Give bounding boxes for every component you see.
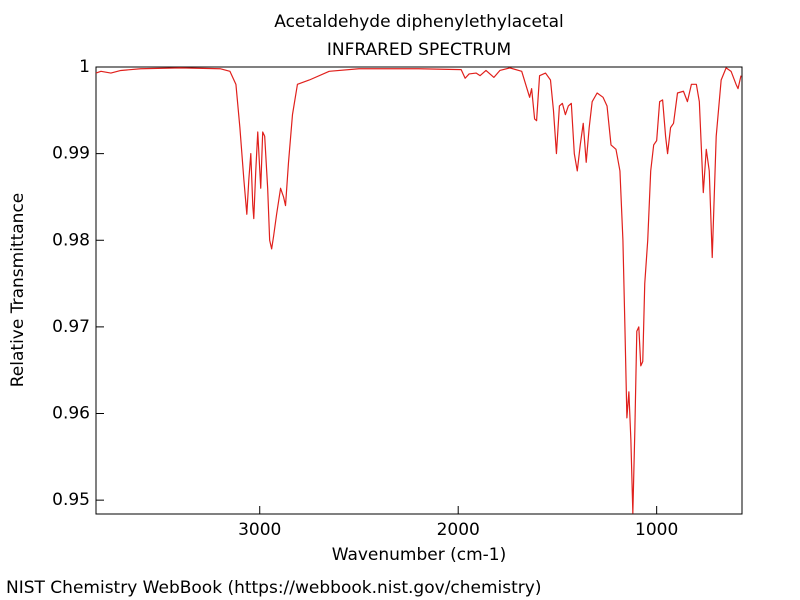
x-tick-label: 3000: [238, 520, 281, 540]
y-tick-label: 0.95: [52, 490, 90, 510]
chart-title: Acetaldehyde diphenylethylacetal: [274, 12, 564, 32]
x-tick-label: 2000: [437, 520, 480, 540]
spectrum-line: [95, 67, 742, 514]
y-tick-label: 0.98: [52, 230, 90, 250]
y-tick-label: 0.96: [52, 404, 90, 424]
x-axis-label: Wavenumber (cm-1): [332, 545, 507, 565]
y-tick-label: 0.99: [52, 144, 90, 164]
x-tick-label: 1000: [635, 520, 678, 540]
plot-frame: [95, 66, 743, 515]
chart-subtitle: INFRARED SPECTRUM: [327, 40, 511, 60]
y-axis-label: Relative Transmittance: [8, 193, 28, 388]
y-tick-label: 0.97: [52, 317, 90, 337]
footer: NIST Chemistry WebBook (https://webbook.…: [6, 578, 541, 598]
y-tick-label: 1: [79, 57, 90, 77]
